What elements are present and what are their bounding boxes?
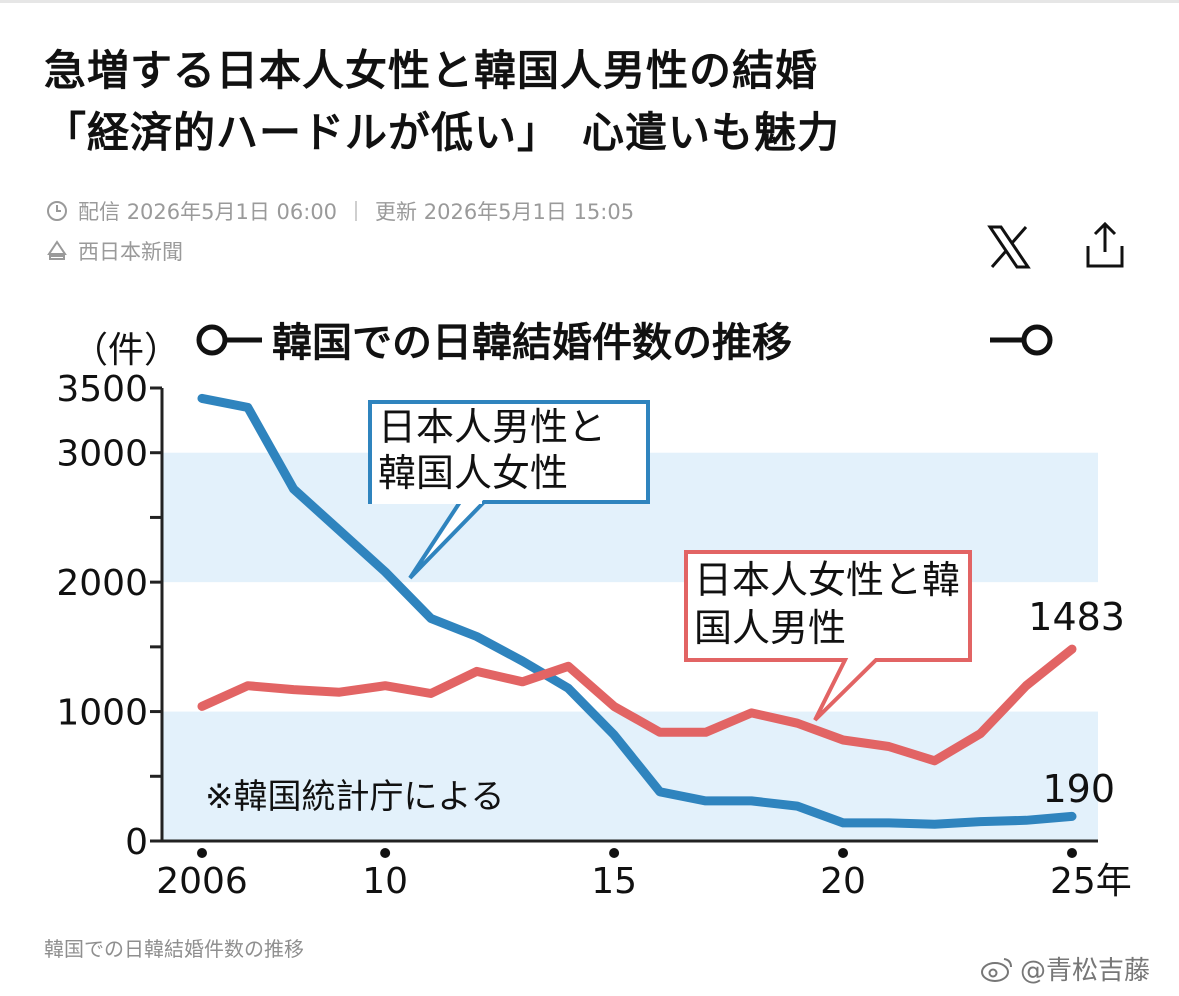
- watermark-text: @青松吉藤: [1020, 956, 1151, 986]
- headline-line-1: 急増する日本人女性と韓国人男性の結婚: [44, 46, 819, 95]
- y-tick-label: 3500: [56, 369, 148, 410]
- y-axis: 0 1000 2000 3000 3500: [56, 369, 164, 863]
- callout-red: 日本人女性と韓国人男性: [684, 550, 972, 722]
- end-label-red: 1483: [1028, 595, 1125, 639]
- y-tick-label: 1000: [56, 693, 148, 734]
- callout-blue: 日本人男性と韓国人女性: [368, 400, 650, 580]
- x-logo-icon[interactable]: [984, 222, 1034, 272]
- headline-line-2: 「経済的ハードルが低い」 心遣いも魅力: [44, 108, 841, 157]
- x-tick-dot: [609, 848, 620, 858]
- x-tick-label: 20: [820, 861, 866, 902]
- x-tick-dot: [380, 848, 391, 858]
- title-deco-right-circle: [1021, 324, 1053, 356]
- end-label-blue: 190: [1042, 767, 1115, 811]
- callout-red-text-wrap: 日本人女性と韓国人男性: [694, 558, 961, 650]
- clock-icon: [47, 201, 67, 221]
- source-meta: 西日本新聞: [46, 236, 183, 266]
- chart-title-group: 韓国での日韓結婚件数の推移: [196, 320, 1053, 366]
- legend-label-japanese-female: 日本人女性と韓国人男性: [694, 558, 961, 650]
- x-tick-label: 15: [591, 861, 637, 902]
- share-icon[interactable]: [1080, 220, 1130, 272]
- watermark: @青松吉藤: [980, 950, 1150, 987]
- updated-time: 2026年5月1日 15:05: [423, 200, 635, 224]
- article-headline: 急増する日本人女性と韓国人男性の結婚 「経済的ハードルが低い」 心遣いも魅力: [44, 40, 1144, 164]
- x-tick-label: 10: [362, 861, 408, 902]
- title-deco-left-circle: [196, 324, 228, 356]
- callout-red-box: [684, 550, 972, 722]
- source-icon: [47, 240, 67, 260]
- y-tick-label: 3000: [56, 434, 148, 475]
- x-tick-label: 2006: [156, 861, 248, 902]
- y-tick-label: 2000: [56, 563, 148, 604]
- series-line-1: [197, 644, 1077, 766]
- top-divider: [0, 0, 1179, 3]
- series-lines: [197, 393, 1077, 829]
- published-label: 配信: [78, 200, 120, 224]
- publish-meta: 配信 2026年5月1日 06:00 更新 2026年5月1日 15:05: [46, 196, 634, 226]
- x-tick-dot: [1067, 848, 1077, 858]
- source-note: ※韓国統計庁による: [205, 777, 504, 817]
- updated-label: 更新: [375, 200, 418, 224]
- legend-label-japanese-male: 日本人男性と韓国人女性: [378, 405, 607, 495]
- x-tick-dot: [197, 848, 207, 858]
- y-axis-unit: （件）: [72, 330, 180, 371]
- series-line-0: [197, 393, 1077, 829]
- x-axis: 2006 10 15 20 25年: [156, 839, 1132, 902]
- callout-blue-text-wrap: 日本人男性と韓国人女性: [378, 405, 607, 495]
- meta-separator: [355, 201, 358, 221]
- x-tick-label: 25年: [1050, 861, 1132, 902]
- x-tick-dot: [838, 848, 849, 858]
- published-time: 2026年5月1日 06:00: [126, 200, 338, 224]
- chart-caption: 韓国での日韓結婚件数の推移: [44, 937, 304, 961]
- weibo-logo-icon: [981, 957, 1012, 982]
- y-tick-label: 0: [125, 822, 148, 863]
- chart-title: 韓国での日韓結婚件数の推移: [272, 320, 792, 366]
- source-name[interactable]: 西日本新聞: [78, 240, 183, 264]
- marriage-chart: 0 1000 2000 3000 3500 2006 10 15 20 25年 （件） 韓国での…: [56, 320, 1132, 902]
- callout-blue-gap: [372, 496, 482, 504]
